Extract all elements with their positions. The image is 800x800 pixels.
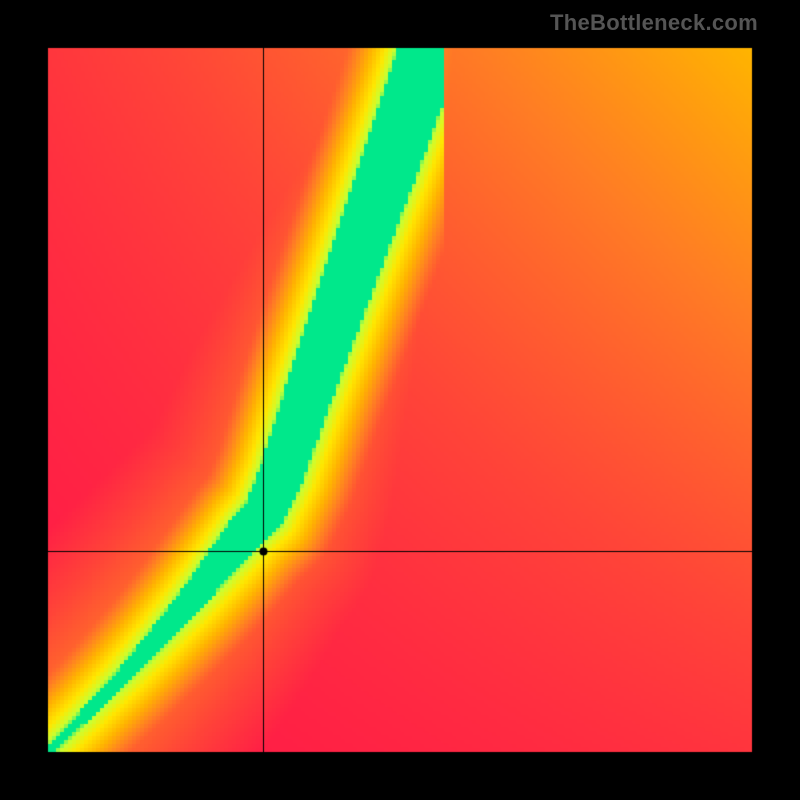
watermark-text: TheBottleneck.com (550, 10, 758, 36)
chart-root: TheBottleneck.com (0, 0, 800, 800)
heatmap-canvas (0, 0, 800, 800)
